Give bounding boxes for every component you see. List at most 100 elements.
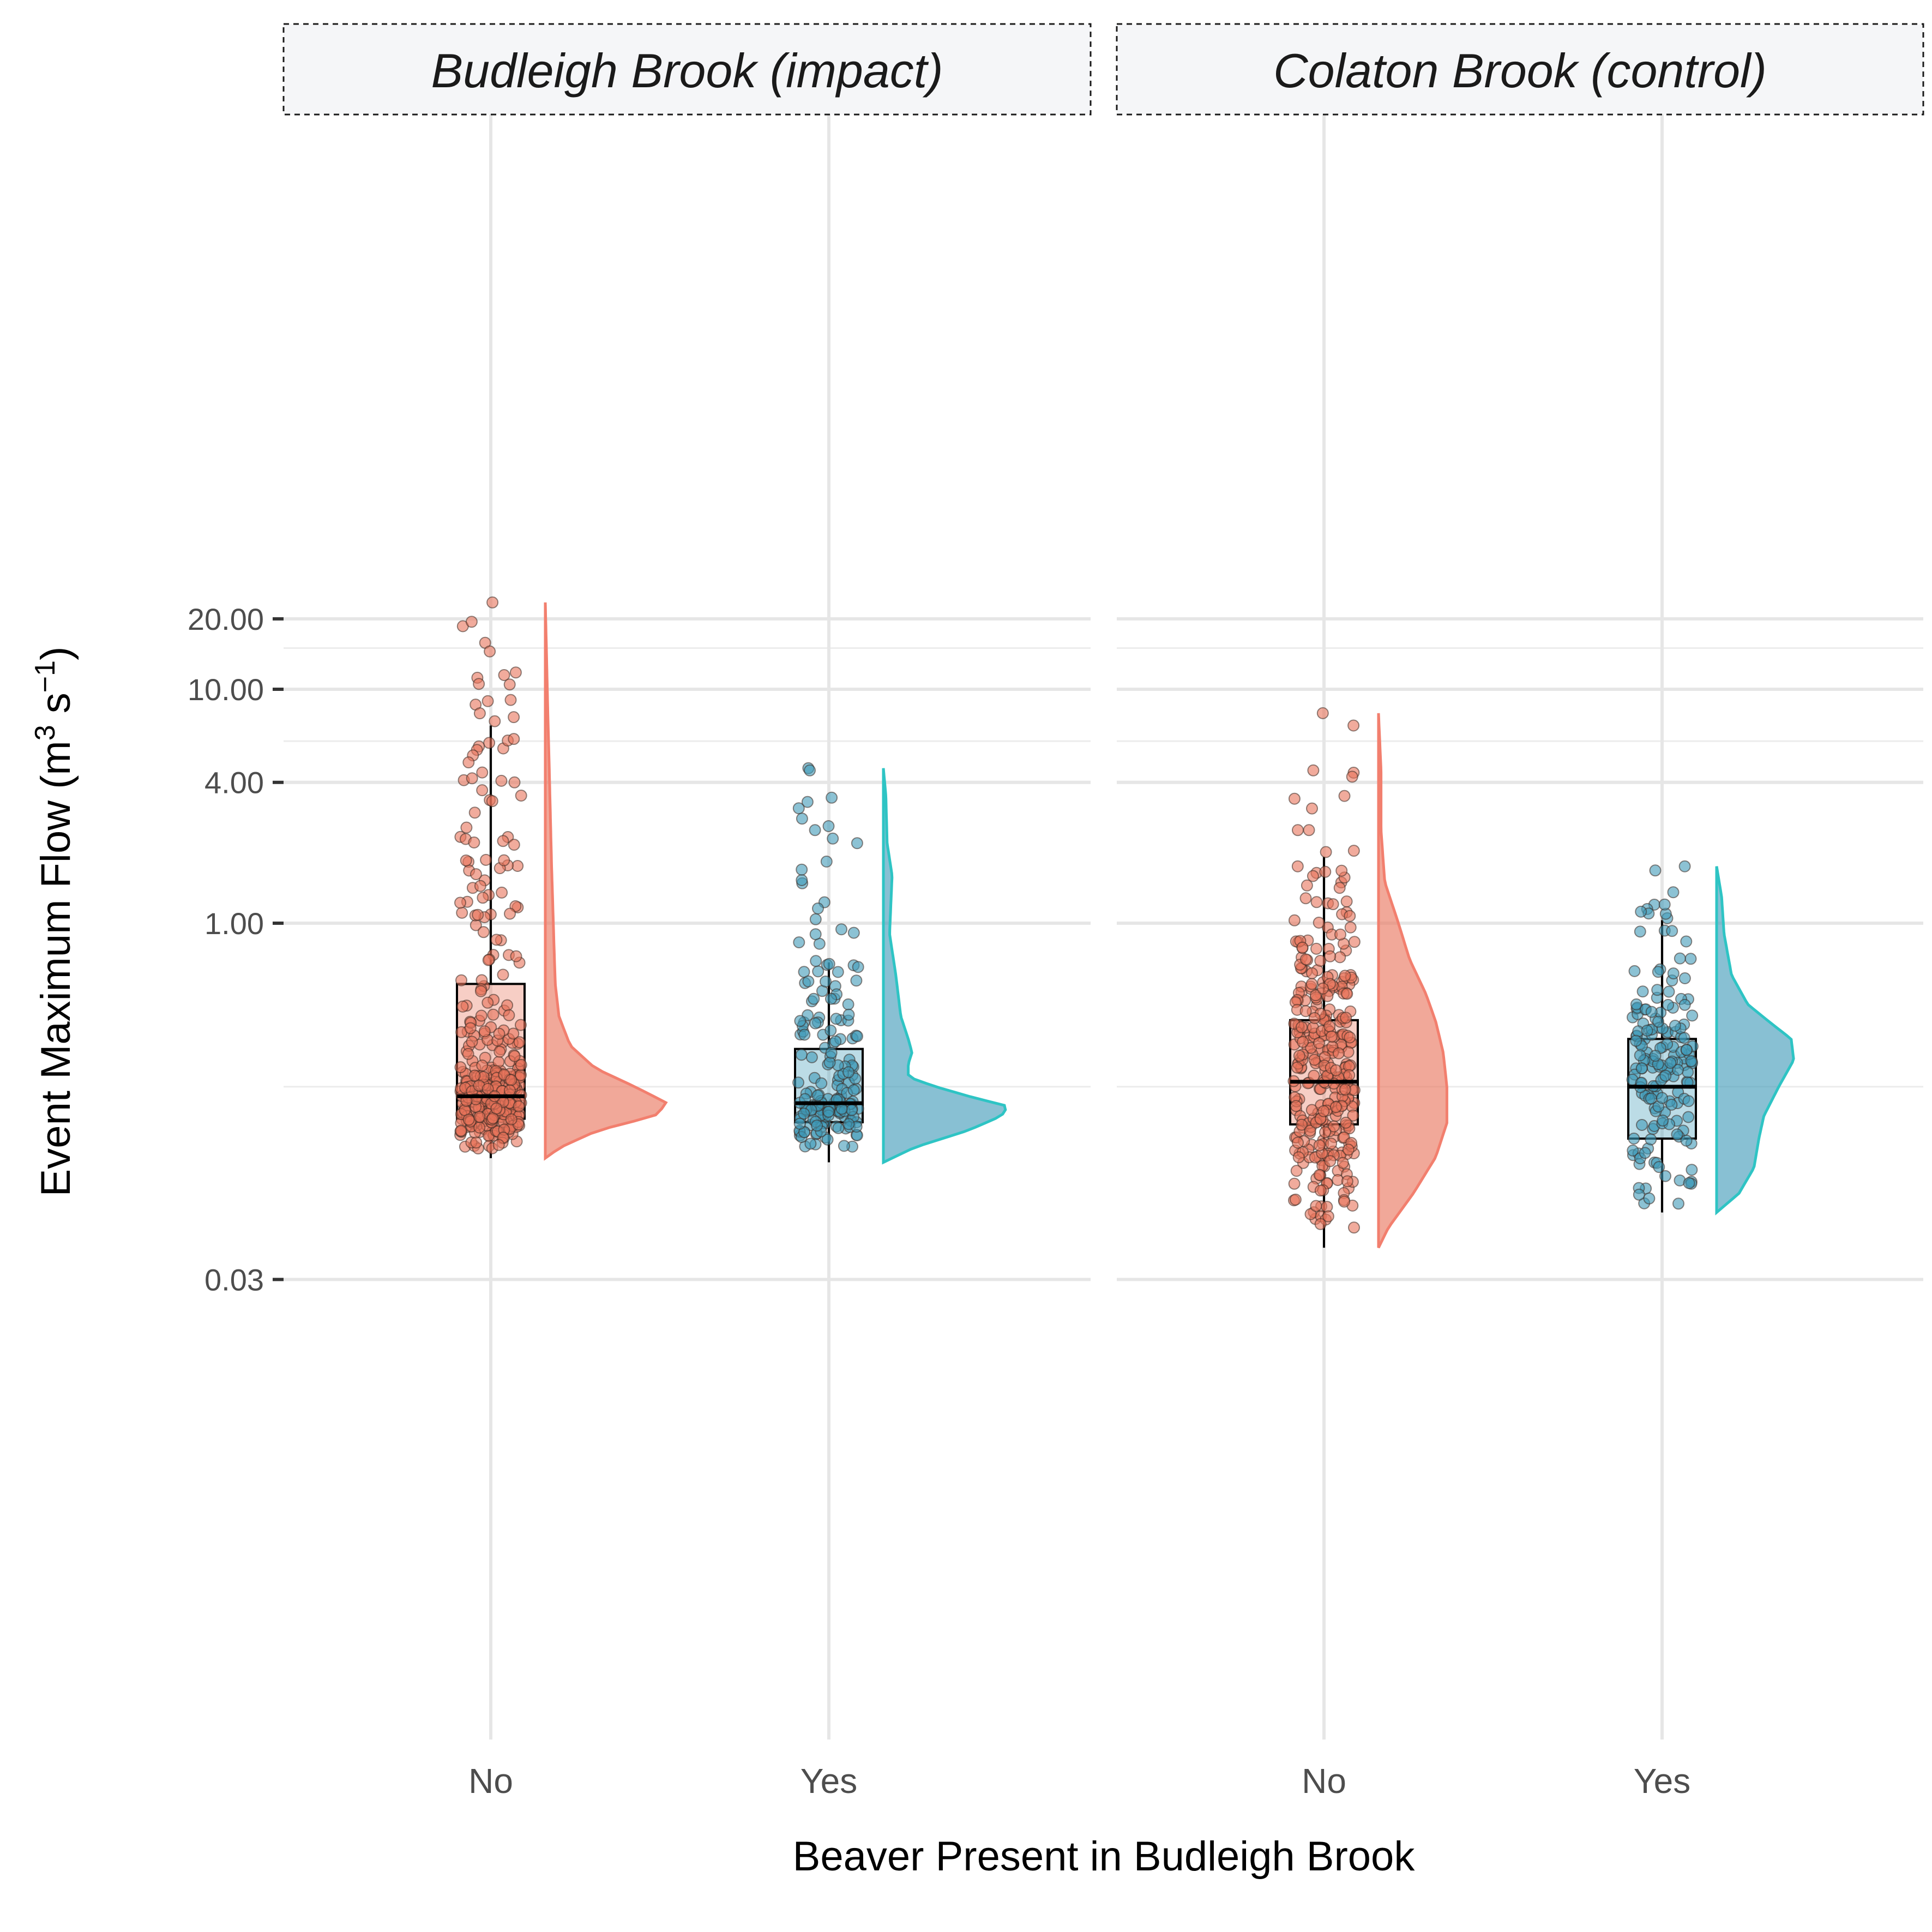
data-point bbox=[1658, 898, 1671, 911]
data-point bbox=[1319, 865, 1332, 878]
data-point bbox=[1652, 966, 1664, 978]
data-point bbox=[827, 832, 839, 845]
data-point bbox=[793, 936, 805, 949]
y-tick-label: 20.00 bbox=[188, 602, 264, 636]
data-point bbox=[1651, 984, 1664, 996]
data-point bbox=[809, 913, 822, 925]
data-point bbox=[476, 1060, 489, 1072]
data-point bbox=[515, 790, 527, 802]
group-no bbox=[454, 596, 668, 1161]
data-point bbox=[468, 836, 480, 848]
data-point bbox=[1307, 764, 1320, 777]
data-point bbox=[1304, 1124, 1316, 1137]
data-point bbox=[852, 961, 864, 973]
data-point bbox=[1322, 1210, 1334, 1223]
data-point bbox=[1310, 1200, 1322, 1212]
data-point bbox=[454, 896, 466, 909]
data-point bbox=[1682, 1095, 1695, 1108]
data-point bbox=[1290, 1100, 1302, 1112]
data-point bbox=[508, 1050, 521, 1062]
x-tick-label: Yes bbox=[1634, 1761, 1690, 1801]
data-point bbox=[1319, 1126, 1331, 1139]
data-point bbox=[812, 902, 824, 914]
data-point bbox=[1334, 928, 1346, 941]
data-point bbox=[1635, 1062, 1648, 1075]
data-point bbox=[1291, 1061, 1303, 1074]
data-point bbox=[811, 1090, 824, 1102]
data-point bbox=[508, 711, 520, 724]
data-point bbox=[462, 1048, 474, 1060]
data-point bbox=[1306, 967, 1318, 979]
data-point bbox=[472, 908, 484, 921]
data-point bbox=[1652, 1015, 1664, 1028]
data-point bbox=[1314, 955, 1327, 967]
data-point bbox=[476, 784, 489, 797]
data-point bbox=[825, 992, 837, 1005]
data-point bbox=[1337, 1157, 1349, 1169]
data-point bbox=[794, 1015, 806, 1027]
data-point bbox=[497, 835, 509, 847]
data-point bbox=[851, 837, 863, 850]
data-point bbox=[493, 1045, 506, 1058]
data-point bbox=[798, 1108, 810, 1120]
data-point bbox=[515, 1069, 527, 1081]
data-point bbox=[1344, 910, 1356, 922]
data-point bbox=[1643, 1192, 1656, 1205]
data-point bbox=[1296, 1118, 1308, 1131]
data-point bbox=[1288, 914, 1301, 926]
data-point bbox=[1330, 1064, 1343, 1076]
x-axis-title: Beaver Present in Budleigh Brook bbox=[793, 1833, 1416, 1880]
data-point bbox=[1305, 1104, 1318, 1116]
data-point bbox=[1317, 1105, 1330, 1117]
data-point bbox=[1291, 860, 1304, 872]
data-point bbox=[1299, 953, 1312, 966]
data-point bbox=[475, 1009, 487, 1022]
data-point bbox=[1340, 895, 1353, 908]
data-point bbox=[823, 1056, 836, 1069]
facet-strip-label: Colaton Brook (control) bbox=[1273, 44, 1767, 98]
data-point bbox=[1665, 1098, 1678, 1111]
data-point bbox=[508, 776, 521, 789]
data-point bbox=[1678, 998, 1691, 1011]
data-point bbox=[487, 1008, 499, 1021]
data-point bbox=[505, 1074, 517, 1086]
data-point bbox=[1299, 1005, 1312, 1018]
facet-strips: Budleigh Brook (impact) Colaton Brook (co… bbox=[282, 23, 1924, 116]
data-point bbox=[498, 854, 510, 866]
data-point bbox=[1333, 1047, 1345, 1060]
data-point bbox=[1347, 719, 1360, 732]
data-point bbox=[1669, 1020, 1681, 1032]
data-point bbox=[1348, 1221, 1360, 1234]
data-point bbox=[809, 1017, 822, 1030]
data-point bbox=[845, 1104, 858, 1116]
data-point bbox=[1299, 892, 1312, 905]
data-point bbox=[835, 923, 847, 936]
data-point bbox=[838, 1140, 850, 1152]
data-point bbox=[1339, 1084, 1351, 1096]
data-point bbox=[460, 821, 473, 834]
data-point bbox=[1628, 965, 1641, 977]
data-point bbox=[842, 1008, 855, 1021]
data-point bbox=[808, 992, 820, 1005]
data-point bbox=[1329, 1101, 1342, 1114]
data-point bbox=[1635, 905, 1647, 918]
density-cloud bbox=[1715, 866, 1795, 1215]
y-tick-label: 4.00 bbox=[204, 766, 264, 800]
data-point bbox=[796, 874, 808, 886]
data-point bbox=[1662, 998, 1675, 1011]
facet-strip-box bbox=[1116, 23, 1924, 116]
data-point bbox=[1326, 1030, 1338, 1043]
data-point bbox=[1628, 1133, 1640, 1145]
data-point bbox=[503, 678, 516, 691]
data-point bbox=[1338, 790, 1351, 802]
data-point bbox=[1636, 1119, 1648, 1131]
data-point bbox=[1313, 1169, 1326, 1181]
data-point bbox=[1344, 1031, 1356, 1044]
data-point bbox=[477, 926, 490, 938]
data-point bbox=[1324, 1155, 1337, 1167]
data-point bbox=[1684, 953, 1697, 965]
data-point bbox=[1347, 845, 1360, 857]
data-point bbox=[470, 868, 482, 881]
x-tick-label: No bbox=[1302, 1761, 1346, 1801]
data-point bbox=[1671, 1128, 1683, 1141]
